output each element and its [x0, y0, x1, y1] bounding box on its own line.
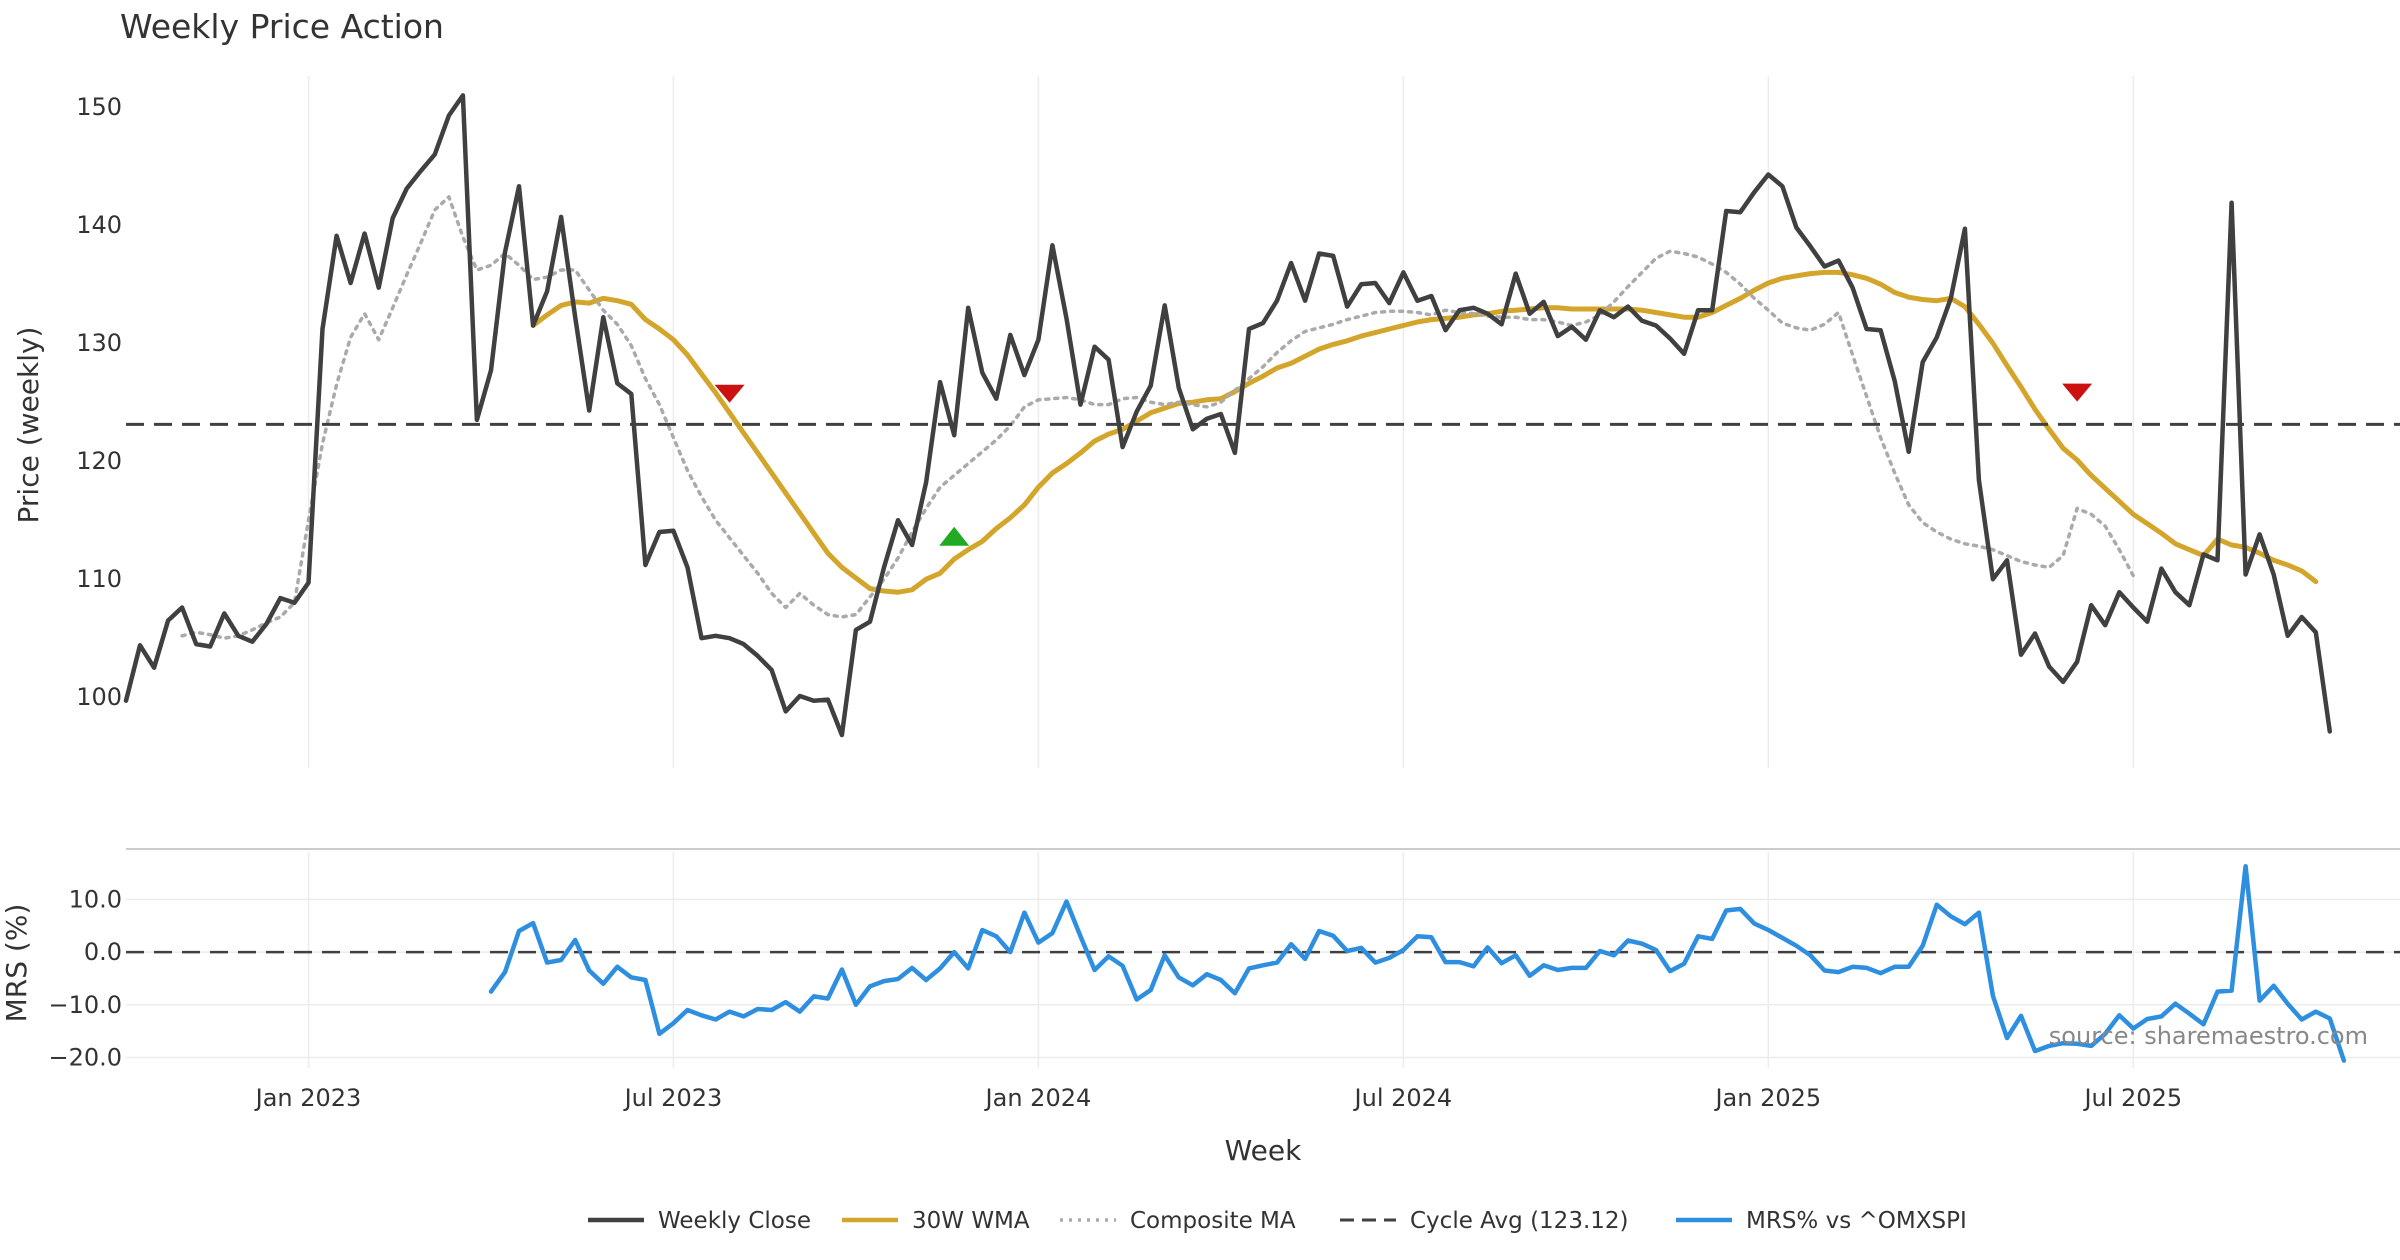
price-y-tick-label: 100	[76, 683, 122, 711]
x-tick-label: Jul 2024	[1353, 1084, 1453, 1112]
legend-label: Cycle Avg (123.12)	[1410, 1208, 1629, 1234]
x-tick-label: Jul 2025	[2082, 1084, 2182, 1112]
mrs-y-axis-label: MRS (%)	[0, 904, 33, 1023]
source-note: source: sharemaestro.com	[2049, 1022, 2368, 1050]
mrs-y-tick-label: −20.0	[48, 1043, 122, 1071]
composite-ma-line	[180, 195, 2136, 640]
x-axis: Jan 2023 Jul 2023 Jan 2024 Jul 2024 Jan 2025…	[254, 1084, 2183, 1112]
mrs-y-tick-label: 10.0	[69, 885, 122, 913]
weekly-close-line	[123, 93, 2333, 738]
x-tick-label: Jan 2024	[984, 1084, 1092, 1112]
price-y-tick-label: 130	[76, 329, 122, 357]
price-y-tick-label: 140	[76, 211, 122, 239]
price-y-axis-label: Price (weekly)	[12, 327, 45, 524]
sell-signal-marker	[714, 384, 745, 403]
x-tick-label: Jan 2025	[1713, 1084, 1821, 1112]
mrs-line	[488, 863, 2347, 1063]
x-tick-label: Jul 2023	[623, 1084, 723, 1112]
legend-label: MRS% vs ^OMXSPI	[1746, 1208, 1967, 1234]
price-panel: 100 110 120 130 140 150	[76, 76, 2400, 768]
legend-label: Weekly Close	[658, 1208, 811, 1234]
price-y-tick-label: 110	[76, 565, 122, 593]
price-y-tick-label: 150	[76, 93, 122, 121]
legend-label: Composite MA	[1130, 1208, 1296, 1234]
wma-30w-line	[530, 269, 2319, 595]
x-tick-label: Jan 2023	[254, 1084, 362, 1112]
buy-signal-marker	[939, 526, 970, 546]
chart-title: Weekly Price Action	[120, 7, 444, 46]
x-axis-label: Week	[1225, 1134, 1302, 1167]
mrs-panel: −20.0 −10.0 0.0 10.0	[48, 848, 2400, 1071]
legend-label: 30W WMA	[912, 1208, 1030, 1234]
mrs-y-tick-label: −10.0	[48, 991, 122, 1019]
price-y-tick-label: 120	[76, 447, 122, 475]
sell-signal-marker	[2062, 383, 2093, 402]
legend: Weekly Close 30W WMA Composite MA Cycle Avg…	[588, 1208, 1967, 1234]
mrs-y-tick-label: 0.0	[84, 938, 122, 966]
